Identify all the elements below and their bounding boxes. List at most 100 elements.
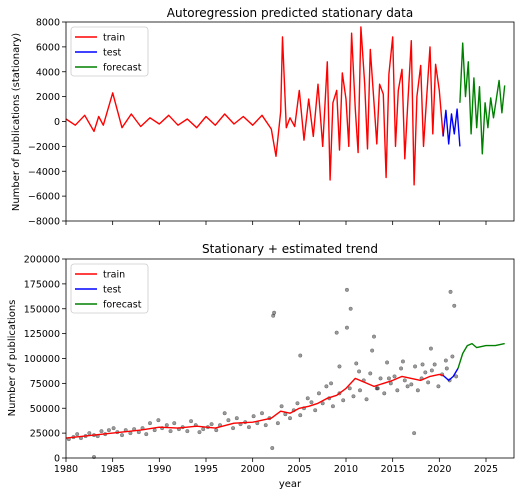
bottom-y-tick-label: 0 xyxy=(54,454,60,465)
bottom-scatter-point xyxy=(375,386,380,391)
bottom-scatter-point xyxy=(395,388,400,393)
bottom-scatter-point xyxy=(271,313,276,318)
top-legend-test-label: test xyxy=(103,48,122,59)
bottom-scatter-point xyxy=(348,306,353,311)
bottom-x-tick-label: 1980 xyxy=(54,464,78,475)
bottom-scatter-point xyxy=(378,376,383,381)
bottom-scatter-point xyxy=(429,368,434,373)
bottom-scatter-point xyxy=(450,354,455,359)
bottom-legend-test-label: test xyxy=(103,285,122,296)
bottom-scatter-point xyxy=(164,423,169,428)
bottom-y-tick-label: 100000 xyxy=(24,354,60,365)
bottom-scatter-point xyxy=(452,303,457,308)
bottom-scatter-point xyxy=(246,425,251,430)
bottom-scatter-point xyxy=(351,394,356,399)
bottom-scatter-point xyxy=(341,398,346,403)
top-y-axis-label: Number of publications (stationary) xyxy=(11,33,22,211)
bottom-scatter-point xyxy=(275,421,280,426)
bottom-scatter-point xyxy=(234,416,239,421)
bottom-scatter-point xyxy=(409,382,414,387)
bottom-scatter-point xyxy=(75,432,80,437)
bottom-scatter-point xyxy=(372,334,377,339)
bottom-scatter-point xyxy=(305,396,310,401)
bottom-scatter-point xyxy=(119,433,124,438)
bottom-series-train-line xyxy=(65,373,444,439)
top-plot-frame xyxy=(65,21,515,222)
bottom-scatter-point xyxy=(386,376,391,381)
bottom-scatter-point xyxy=(330,404,335,409)
bottom-scatter-point xyxy=(329,381,334,386)
bottom-scatter-point xyxy=(111,426,116,431)
top-series-test-line xyxy=(442,108,461,147)
bottom-scatter-point xyxy=(413,364,418,369)
bottom-scatter-point xyxy=(420,362,425,367)
top-legend: train test forecast xyxy=(70,26,149,77)
bottom-scatter-point xyxy=(374,386,379,391)
bottom-scatter-point xyxy=(189,419,194,424)
bottom-scatter-point xyxy=(370,348,375,353)
bottom-scatter-point xyxy=(354,361,359,366)
bottom-series xyxy=(65,342,505,439)
bottom-y-tick-label: 200000 xyxy=(24,255,60,266)
bottom-x-tick-label: 2005 xyxy=(287,464,311,475)
bottom-scatter-point xyxy=(344,325,349,330)
bottom-scatter-point xyxy=(309,400,314,405)
bottom-scatter-point xyxy=(443,358,448,363)
bottom-scatter-point xyxy=(172,421,177,426)
bottom-scatter-point xyxy=(426,380,431,385)
bottom-scatter-point xyxy=(251,414,256,419)
bottom-x-tick-label: 1995 xyxy=(194,464,218,475)
bottom-scatter-point xyxy=(382,391,387,396)
bottom-scatter-point xyxy=(106,428,111,433)
bottom-chart: Stationary + estimated trend 0 25000 50000… xyxy=(7,242,515,490)
bottom-scatter-point xyxy=(295,401,300,406)
bottom-x-tick-label: 2025 xyxy=(474,464,498,475)
bottom-chart-title: Stationary + estimated trend xyxy=(202,242,378,256)
bottom-scatter-point xyxy=(436,384,441,389)
top-legend-forecast-label: forecast xyxy=(103,63,142,74)
bottom-scatter-point xyxy=(444,366,449,371)
bottom-legend-train-label: train xyxy=(103,270,125,281)
bottom-scatter-point xyxy=(432,362,437,367)
bottom-scatter-point xyxy=(87,431,92,436)
bottom-scatter-point xyxy=(185,429,190,434)
bottom-scatter-point xyxy=(402,378,407,383)
bottom-scatter-point xyxy=(231,426,236,431)
bottom-y-tick-label: 50000 xyxy=(30,404,60,415)
bottom-scatter-point xyxy=(222,411,227,416)
bottom-plot-frame xyxy=(65,258,515,459)
bottom-scatter-point xyxy=(334,330,339,335)
bottom-y-tick-label: 125000 xyxy=(24,329,60,340)
bottom-scatter-point xyxy=(423,370,428,375)
bottom-scatter-point xyxy=(400,359,405,364)
bottom-scatter-point xyxy=(214,428,219,433)
bottom-scatter-point xyxy=(156,418,161,423)
bottom-y-axis-label: Number of publications xyxy=(7,300,18,417)
bottom-scatter-point xyxy=(288,416,293,421)
bottom-scatter-point xyxy=(392,374,397,379)
bottom-scatter-point xyxy=(344,287,349,292)
bottom-y-ticks: 0 25000 50000 75000 100000 125000 150000 175000… xyxy=(24,255,66,465)
bottom-y-tick-label: 175000 xyxy=(24,279,60,290)
bottom-scatter-point xyxy=(324,384,329,389)
bottom-x-tick-label: 2020 xyxy=(427,464,451,475)
bottom-scatter-point xyxy=(357,369,362,374)
top-legend-box xyxy=(70,26,149,77)
bottom-x-tick-label: 1985 xyxy=(101,464,125,475)
top-y-tick-label: 0 xyxy=(54,117,60,128)
top-y-tick-label: 6000 xyxy=(36,42,60,53)
top-y-tick-label: −8000 xyxy=(28,217,60,228)
bottom-scatter-point xyxy=(197,430,202,435)
bottom-scatter-point xyxy=(412,431,417,436)
bottom-x-axis-label: year xyxy=(279,479,302,490)
bottom-scatter-point xyxy=(99,429,104,434)
bottom-scatter-point xyxy=(270,446,275,451)
top-y-tick-label: 8000 xyxy=(36,18,60,29)
bottom-scatter-point xyxy=(226,418,231,423)
bottom-y-tick-label: 150000 xyxy=(24,304,60,315)
bottom-scatter-point xyxy=(201,427,206,432)
bottom-scatter-point xyxy=(279,404,284,409)
bottom-scatter-point xyxy=(147,421,152,426)
bottom-scatter-point xyxy=(144,432,149,437)
bottom-scatter-point xyxy=(454,374,459,379)
